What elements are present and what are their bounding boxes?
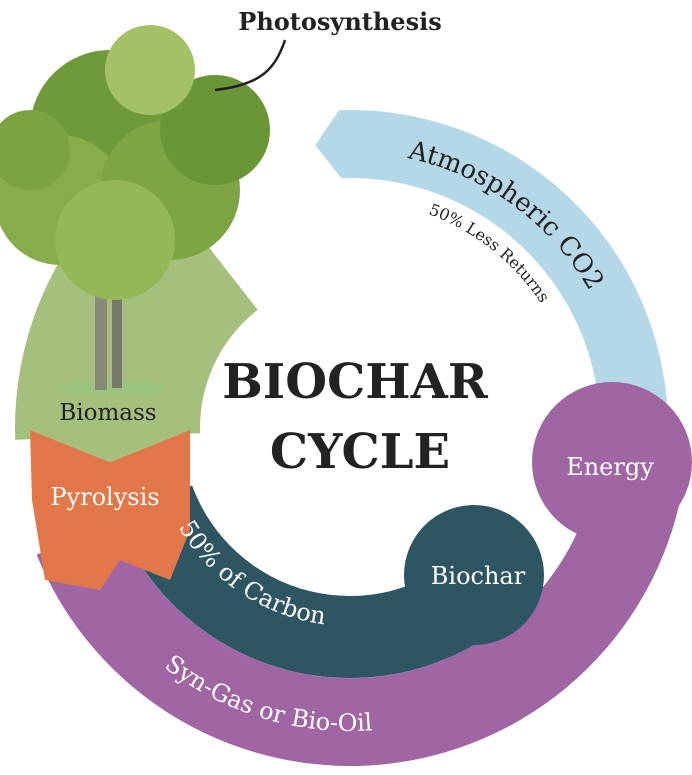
pyrolysis-label: Pyrolysis bbox=[50, 483, 159, 511]
photosynthesis-label: Photosynthesis bbox=[238, 7, 441, 36]
page: Photosynthesis BIOCHAR CYCLE Atmospheric… bbox=[0, 0, 692, 771]
title: CYCLE bbox=[270, 424, 450, 480]
diagram: Photosynthesis BIOCHAR CYCLE Atmospheric… bbox=[0, 0, 692, 771]
tree-foliage bbox=[55, 180, 175, 300]
tree-foliage bbox=[105, 25, 195, 115]
tree-ground bbox=[55, 380, 165, 396]
biomass-label: Biomass bbox=[59, 400, 156, 426]
title: BIOCHAR bbox=[222, 354, 489, 410]
energy-label: Energy bbox=[566, 453, 654, 481]
biochar-label: Biochar bbox=[431, 562, 526, 590]
